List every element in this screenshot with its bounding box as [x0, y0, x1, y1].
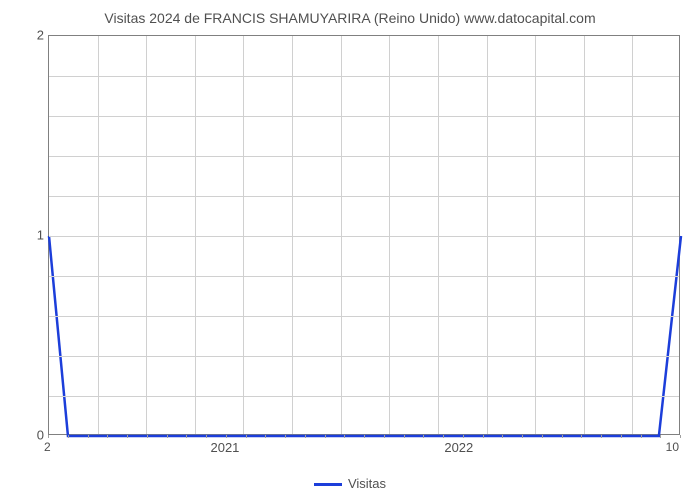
x-tick-minor	[660, 435, 661, 438]
x-tick-minor	[127, 435, 128, 438]
x-tick-minor	[601, 435, 602, 438]
gridline-v	[632, 36, 633, 434]
gridline-v	[292, 36, 293, 434]
y-tick-label: 2	[37, 28, 44, 43]
y-tick-label: 0	[37, 428, 44, 443]
plot-area	[48, 35, 680, 435]
x-tick-minor	[404, 435, 405, 438]
x-tick-minor	[502, 435, 503, 438]
x-tick-minor	[542, 435, 543, 438]
legend-swatch	[314, 483, 342, 486]
legend: Visitas	[0, 476, 700, 491]
chart-title: Visitas 2024 de FRANCIS SHAMUYARIRA (Rei…	[0, 10, 700, 26]
x-tick-minor	[68, 435, 69, 438]
x-tick-minor	[621, 435, 622, 438]
x-tick-minor	[48, 435, 49, 438]
x-tick-minor	[641, 435, 642, 438]
y-tick-label: 1	[37, 228, 44, 243]
x-tick-minor	[483, 435, 484, 438]
gridline-v	[341, 36, 342, 434]
gridline-v	[98, 36, 99, 434]
x-tick-minor	[364, 435, 365, 438]
x-tick-minor	[344, 435, 345, 438]
x-tick-minor	[423, 435, 424, 438]
gridline-v	[438, 36, 439, 434]
x-tick-minor	[325, 435, 326, 438]
x-tick-minor	[581, 435, 582, 438]
x-tick-minor	[88, 435, 89, 438]
x-tick-label: 2021	[210, 440, 239, 455]
gridline-v	[487, 36, 488, 434]
x-tick-minor	[147, 435, 148, 438]
gridline-v	[146, 36, 147, 434]
x-tick-minor	[167, 435, 168, 438]
x-tick-minor	[463, 435, 464, 438]
x-end-label: 10	[666, 440, 679, 454]
x-tick-minor	[285, 435, 286, 438]
gridline-v	[243, 36, 244, 434]
x-tick-minor	[186, 435, 187, 438]
gridline-v	[195, 36, 196, 434]
x-tick-minor	[206, 435, 207, 438]
x-tick-minor	[226, 435, 227, 438]
x-tick-label: 2022	[444, 440, 473, 455]
chart-container: Visitas 2024 de FRANCIS SHAMUYARIRA (Rei…	[0, 0, 700, 500]
x-tick-minor	[107, 435, 108, 438]
gridline-v	[584, 36, 585, 434]
x-tick-minor	[443, 435, 444, 438]
gridline-v	[389, 36, 390, 434]
x-tick-minor	[522, 435, 523, 438]
x-end-label: 2	[44, 440, 51, 454]
x-tick-minor	[246, 435, 247, 438]
legend-label: Visitas	[348, 476, 386, 491]
x-tick-minor	[680, 435, 681, 438]
x-tick-minor	[265, 435, 266, 438]
x-tick-minor	[305, 435, 306, 438]
gridline-v	[535, 36, 536, 434]
x-tick-minor	[384, 435, 385, 438]
x-tick-minor	[562, 435, 563, 438]
